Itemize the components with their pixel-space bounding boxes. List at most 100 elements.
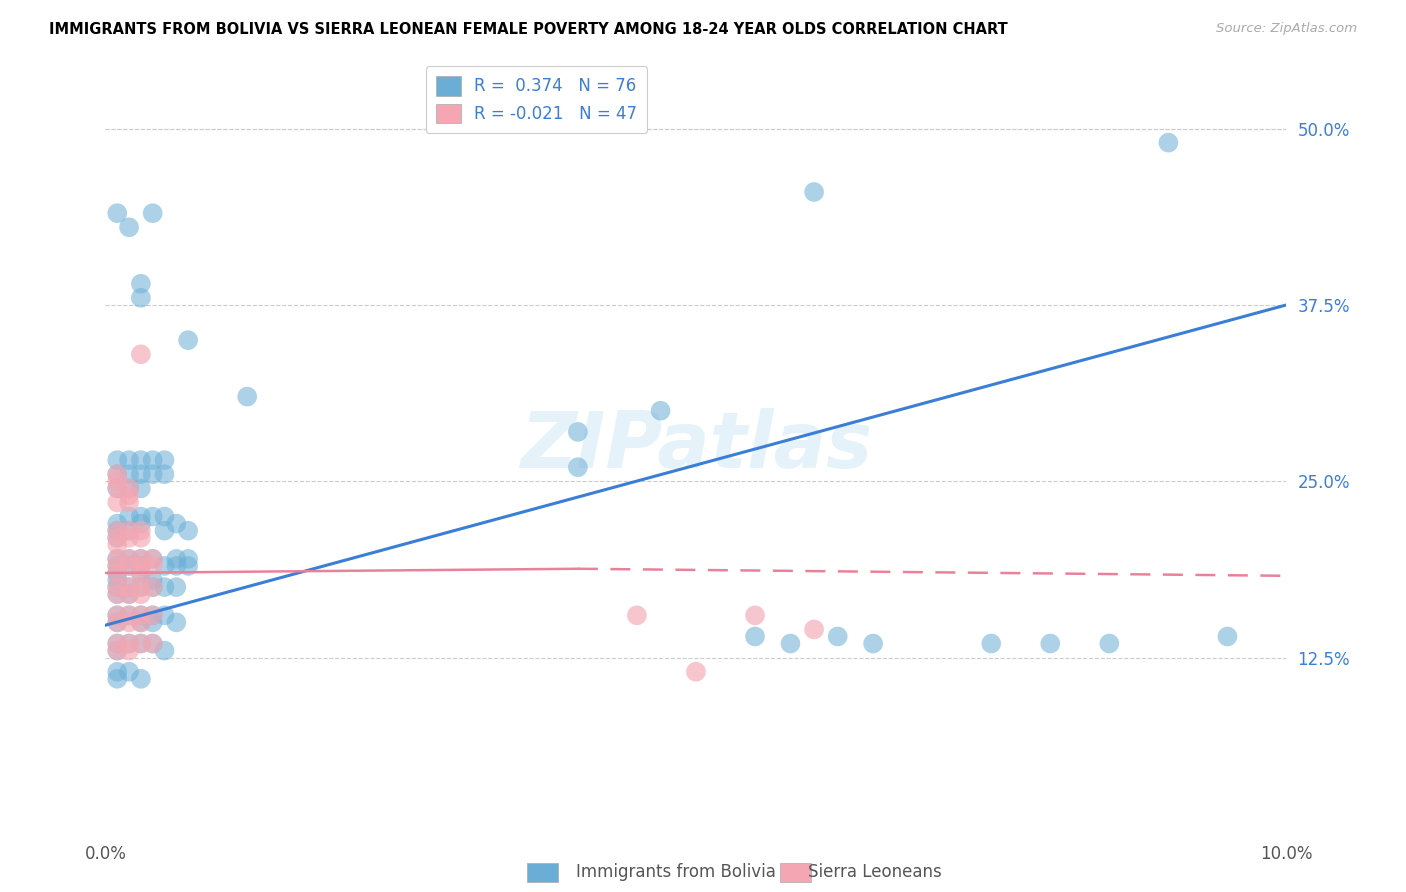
Point	[1157, 136, 1180, 150]
Point	[129, 453, 152, 467]
Point	[129, 580, 152, 594]
Point	[153, 608, 176, 623]
Point	[650, 403, 672, 417]
Point	[129, 608, 152, 623]
Point	[803, 185, 825, 199]
Point	[105, 665, 128, 679]
Point	[827, 630, 849, 644]
Point	[153, 580, 176, 594]
Point	[105, 558, 128, 573]
Point	[567, 425, 589, 439]
Text: IMMIGRANTS FROM BOLIVIA VS SIERRA LEONEAN FEMALE POVERTY AMONG 18-24 YEAR OLDS C: IMMIGRANTS FROM BOLIVIA VS SIERRA LEONEA…	[49, 22, 1008, 37]
Point	[177, 333, 200, 347]
Point	[118, 495, 141, 509]
Point	[980, 636, 1002, 650]
Point	[118, 580, 141, 594]
Point	[105, 566, 128, 580]
Point	[165, 552, 187, 566]
Point	[105, 524, 128, 538]
Point	[626, 608, 648, 623]
Point	[105, 587, 128, 601]
Point	[105, 558, 128, 573]
Point	[105, 467, 128, 482]
Point	[105, 643, 128, 657]
Point	[142, 580, 165, 594]
Point	[118, 665, 141, 679]
Point	[118, 587, 141, 601]
Point	[129, 615, 152, 630]
Point	[142, 552, 165, 566]
Point	[862, 636, 884, 650]
Point	[1039, 636, 1062, 650]
Point	[118, 467, 141, 482]
Point	[153, 643, 176, 657]
Point	[129, 531, 152, 545]
Point	[142, 573, 165, 587]
Text: Immigrants from Bolivia: Immigrants from Bolivia	[576, 863, 776, 881]
Point	[105, 608, 128, 623]
Point	[153, 509, 176, 524]
Point	[105, 636, 128, 650]
Point	[105, 608, 128, 623]
Point	[129, 552, 152, 566]
Point	[129, 558, 152, 573]
Point	[165, 558, 187, 573]
Point	[142, 552, 165, 566]
Point	[118, 481, 141, 495]
Point	[118, 488, 141, 502]
Point	[105, 475, 128, 489]
Point	[142, 636, 165, 650]
Point	[129, 636, 152, 650]
Point	[118, 558, 141, 573]
Point	[105, 580, 128, 594]
Point	[129, 467, 152, 482]
Point	[142, 509, 165, 524]
Point	[118, 552, 141, 566]
Text: ZIPatlas: ZIPatlas	[520, 408, 872, 484]
Point	[142, 608, 165, 623]
Text: Source: ZipAtlas.com: Source: ZipAtlas.com	[1216, 22, 1357, 36]
Point	[142, 580, 165, 594]
Point	[118, 558, 141, 573]
Point	[129, 587, 152, 601]
Point	[118, 524, 141, 538]
Point	[105, 643, 128, 657]
Point	[105, 481, 128, 495]
Point	[129, 347, 152, 361]
Point	[129, 291, 152, 305]
Point	[118, 552, 141, 566]
Point	[129, 580, 152, 594]
Point	[142, 608, 165, 623]
Point	[142, 453, 165, 467]
Point	[118, 608, 141, 623]
Point	[118, 509, 141, 524]
Point	[744, 608, 766, 623]
Point	[105, 580, 128, 594]
Point	[105, 524, 128, 538]
Point	[105, 573, 128, 587]
Point	[105, 516, 128, 531]
Point	[118, 481, 141, 495]
Point	[153, 453, 176, 467]
Legend: R =  0.374   N = 76, R = -0.021   N = 47: R = 0.374 N = 76, R = -0.021 N = 47	[426, 66, 647, 133]
Point	[105, 538, 128, 552]
Point	[236, 390, 259, 404]
Point	[142, 615, 165, 630]
Point	[129, 558, 152, 573]
Point	[744, 630, 766, 644]
Point	[105, 206, 128, 220]
Point	[165, 516, 187, 531]
Point	[129, 524, 152, 538]
Point	[118, 636, 141, 650]
Point	[153, 467, 176, 482]
Point	[105, 672, 128, 686]
Point	[105, 615, 128, 630]
Point	[129, 566, 152, 580]
Point	[118, 615, 141, 630]
Text: Sierra Leoneans: Sierra Leoneans	[808, 863, 942, 881]
Point	[129, 516, 152, 531]
Point	[105, 453, 128, 467]
Point	[177, 524, 200, 538]
Point	[803, 623, 825, 637]
Point	[118, 531, 141, 545]
